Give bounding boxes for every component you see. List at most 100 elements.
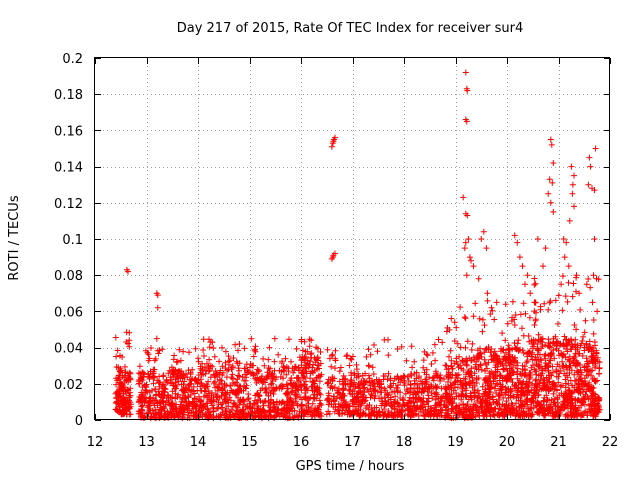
data-point [228,366,235,373]
data-point [499,413,506,420]
data-point [324,346,331,353]
data-point [514,368,521,375]
data-point [394,413,401,420]
data-point [170,356,177,363]
data-point [223,391,230,398]
data-point [475,375,482,382]
data-point [572,350,579,357]
data-point [586,154,593,161]
data-point [448,415,455,422]
data-point [590,410,597,416]
data-point [222,348,229,355]
data-point [518,405,525,412]
data-point [509,314,516,321]
x-tick-label: 19 [447,435,464,450]
data-point [521,366,528,373]
data-point [299,369,306,376]
data-point [398,343,405,350]
data-point [550,208,557,215]
data-point [242,377,249,384]
data-point [587,408,593,415]
data-point [479,316,486,323]
data-point [210,345,217,351]
data-point [347,355,354,362]
data-point [577,375,584,382]
data-point [426,385,433,392]
data-point [464,357,471,364]
data-point [517,346,524,353]
data-point [524,272,531,279]
data-point [323,411,330,418]
data-point [488,368,495,375]
data-point [302,365,309,372]
data-point [472,300,479,307]
data-point [190,398,197,405]
data-point [233,403,240,410]
data-point [247,400,254,407]
data-point [499,330,506,337]
data-point [236,373,243,380]
data-point [177,405,184,412]
data-point [139,402,146,409]
data-point [420,357,427,364]
data-point [412,395,419,402]
data-point [431,341,438,348]
data-point [510,370,517,376]
y-tick-label: 0.1 [62,233,83,248]
data-point [219,387,226,394]
data-point [336,368,343,375]
data-point [326,401,332,408]
data-point [422,413,429,420]
data-point [361,410,368,417]
data-point [382,387,389,394]
data-point [496,387,503,394]
data-point [464,369,471,376]
data-point [428,361,435,367]
data-point [462,315,469,322]
data-point [218,401,225,408]
data-point [552,411,558,418]
data-point [521,372,528,379]
data-point [449,400,456,406]
data-point [466,254,473,261]
data-point [273,385,280,392]
data-point [550,390,557,397]
data-point [559,307,566,314]
data-point [310,361,317,368]
data-point [460,359,466,366]
data-point [468,257,474,264]
data-point [329,254,336,261]
x-tick-label: 15 [241,435,258,450]
data-point [226,358,232,365]
data-point [500,394,507,401]
data-point [590,272,597,279]
data-point [268,373,275,380]
data-point [459,357,466,364]
data-point [509,379,516,386]
data-point [377,389,384,396]
data-point [415,406,422,413]
data-point [512,312,519,318]
data-point [561,254,568,261]
data-point [570,280,577,287]
data-point [271,358,278,365]
data-point [558,351,565,358]
data-point [202,370,209,377]
data-point [442,403,449,410]
data-point [547,401,554,408]
data-point [519,325,525,332]
data-point [328,143,335,150]
data-point [136,363,143,370]
data-point [540,397,547,404]
data-point [197,397,204,404]
data-point [222,359,229,366]
data-point [523,359,530,366]
data-point [196,393,202,400]
data-point [535,331,542,338]
data-point [215,385,222,392]
data-point [166,367,173,374]
data-point [146,376,153,382]
data-point [520,409,527,416]
data-point [592,391,599,398]
data-point [160,372,167,379]
